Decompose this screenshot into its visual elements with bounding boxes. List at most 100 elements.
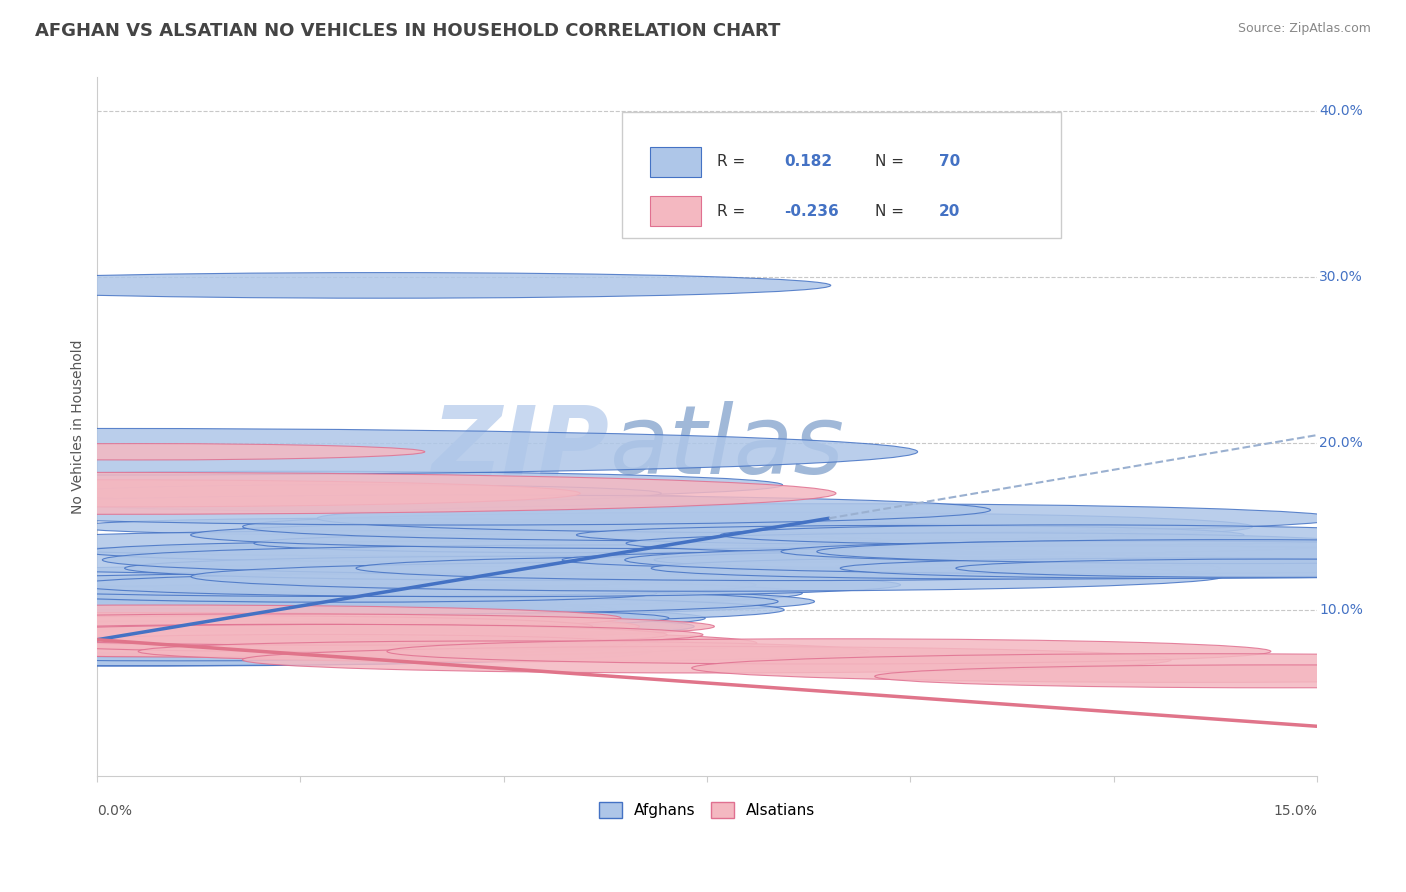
Ellipse shape <box>0 273 831 298</box>
Ellipse shape <box>956 559 1406 577</box>
Ellipse shape <box>0 480 581 507</box>
Text: 30.0%: 30.0% <box>1319 270 1362 284</box>
Ellipse shape <box>0 587 814 616</box>
FancyBboxPatch shape <box>650 147 702 177</box>
Ellipse shape <box>0 607 669 628</box>
Ellipse shape <box>0 592 569 611</box>
Ellipse shape <box>0 609 523 627</box>
Text: 0.182: 0.182 <box>783 154 832 169</box>
Text: N =: N = <box>876 154 910 169</box>
Text: -0.236: -0.236 <box>783 203 838 219</box>
Ellipse shape <box>0 637 631 666</box>
Ellipse shape <box>103 545 1149 574</box>
Ellipse shape <box>624 546 1406 574</box>
Ellipse shape <box>0 626 558 644</box>
Ellipse shape <box>0 629 659 657</box>
Ellipse shape <box>651 558 1406 579</box>
Ellipse shape <box>387 639 1271 664</box>
Text: 40.0%: 40.0% <box>1319 103 1362 118</box>
Ellipse shape <box>721 524 1406 545</box>
Ellipse shape <box>0 614 714 639</box>
Ellipse shape <box>0 630 643 657</box>
Ellipse shape <box>243 512 1253 541</box>
Ellipse shape <box>191 522 1142 549</box>
Ellipse shape <box>0 637 652 665</box>
Ellipse shape <box>24 634 626 652</box>
Ellipse shape <box>191 562 1223 591</box>
Ellipse shape <box>0 615 682 639</box>
Ellipse shape <box>0 632 482 654</box>
Ellipse shape <box>576 525 1244 544</box>
Ellipse shape <box>0 609 578 627</box>
Ellipse shape <box>254 533 915 553</box>
Ellipse shape <box>0 495 990 525</box>
Ellipse shape <box>875 665 1406 688</box>
Ellipse shape <box>0 608 516 628</box>
Ellipse shape <box>0 623 638 648</box>
Text: 70: 70 <box>939 154 960 169</box>
Ellipse shape <box>0 615 595 637</box>
Ellipse shape <box>817 540 1406 564</box>
Ellipse shape <box>0 605 706 632</box>
Ellipse shape <box>318 504 1340 533</box>
Ellipse shape <box>0 613 640 640</box>
Ellipse shape <box>0 626 453 643</box>
Ellipse shape <box>0 607 600 630</box>
FancyBboxPatch shape <box>650 196 702 226</box>
Ellipse shape <box>0 473 837 515</box>
Ellipse shape <box>0 612 693 641</box>
Text: Source: ZipAtlas.com: Source: ZipAtlas.com <box>1237 22 1371 36</box>
Ellipse shape <box>0 578 803 608</box>
Text: N =: N = <box>876 203 910 219</box>
Ellipse shape <box>0 545 890 574</box>
Text: R =: R = <box>717 154 749 169</box>
Ellipse shape <box>0 631 562 656</box>
Ellipse shape <box>0 617 461 636</box>
Ellipse shape <box>0 616 551 637</box>
Ellipse shape <box>0 626 446 643</box>
Ellipse shape <box>626 533 1357 554</box>
Ellipse shape <box>0 633 568 653</box>
Text: 0.0%: 0.0% <box>97 804 132 818</box>
Ellipse shape <box>692 654 1406 682</box>
Y-axis label: No Vehicles in Household: No Vehicles in Household <box>72 340 86 514</box>
Ellipse shape <box>49 491 747 512</box>
Ellipse shape <box>780 541 1406 562</box>
Text: 15.0%: 15.0% <box>1272 804 1317 818</box>
Ellipse shape <box>0 443 425 460</box>
Ellipse shape <box>0 566 727 588</box>
Ellipse shape <box>84 541 808 562</box>
Ellipse shape <box>0 614 695 639</box>
Ellipse shape <box>0 607 655 630</box>
Ellipse shape <box>138 641 869 662</box>
Ellipse shape <box>562 551 1177 569</box>
FancyBboxPatch shape <box>621 112 1060 238</box>
Ellipse shape <box>0 605 621 632</box>
Text: 10.0%: 10.0% <box>1319 603 1364 616</box>
Ellipse shape <box>0 632 586 654</box>
Text: R =: R = <box>717 203 749 219</box>
Ellipse shape <box>841 558 1406 578</box>
Ellipse shape <box>75 573 900 597</box>
Ellipse shape <box>0 624 547 645</box>
Legend: Afghans, Alsatians: Afghans, Alsatians <box>592 797 821 824</box>
Ellipse shape <box>0 574 756 597</box>
Ellipse shape <box>0 625 509 644</box>
Ellipse shape <box>0 622 586 648</box>
Ellipse shape <box>0 599 616 621</box>
Ellipse shape <box>0 596 785 624</box>
Ellipse shape <box>0 634 461 652</box>
Ellipse shape <box>53 484 661 502</box>
Ellipse shape <box>0 642 509 661</box>
Ellipse shape <box>0 600 595 619</box>
Ellipse shape <box>25 584 657 602</box>
Ellipse shape <box>0 593 557 610</box>
Ellipse shape <box>0 531 870 556</box>
Ellipse shape <box>0 617 456 636</box>
Ellipse shape <box>0 589 778 615</box>
Ellipse shape <box>0 621 661 648</box>
Ellipse shape <box>0 624 668 645</box>
Ellipse shape <box>0 471 783 499</box>
Ellipse shape <box>0 626 506 643</box>
Text: atlas: atlas <box>609 401 845 494</box>
